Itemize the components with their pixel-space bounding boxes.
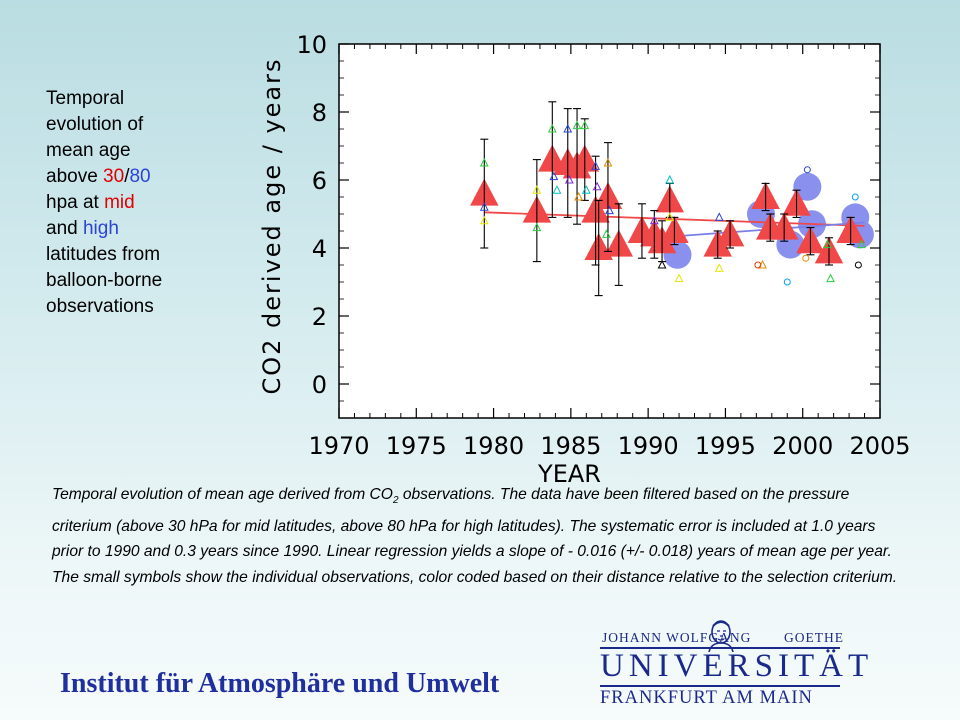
y-tick-label: 10 bbox=[296, 31, 327, 59]
high-lat-circle bbox=[793, 172, 822, 201]
x-tick-label: 1985 bbox=[540, 432, 601, 460]
observation-small-triangle bbox=[532, 185, 542, 194]
side-line: above 30/80 bbox=[46, 164, 196, 190]
observation-small-triangle bbox=[580, 120, 590, 130]
side-description: Temporal evolution of mean age above 30/… bbox=[46, 86, 196, 320]
observation-small-triangle bbox=[532, 222, 542, 232]
observation-small-triangle bbox=[674, 273, 684, 283]
side-text-red: 30 bbox=[103, 166, 125, 187]
side-line: balloon-borne bbox=[46, 270, 163, 291]
age-chart: 1970 1975 1980 1985 1990 1995 2000 2005 0 2 4 6 8 10 Y… bbox=[258, 31, 911, 488]
y-tick-label: 8 bbox=[312, 99, 327, 127]
observation-small-triangle bbox=[479, 157, 489, 167]
logo-sub-text: FRANKFURT AM MAIN bbox=[600, 688, 813, 708]
observation-small-triangle bbox=[823, 239, 832, 249]
observation-small-circle bbox=[754, 261, 762, 269]
side-line: and high bbox=[46, 216, 196, 242]
observation-small-circle bbox=[851, 193, 859, 201]
observation-small-triangle bbox=[549, 171, 559, 181]
side-line: Temporal bbox=[46, 88, 125, 109]
y-tick-label: 6 bbox=[312, 167, 327, 195]
observation-small-circle bbox=[803, 166, 811, 174]
logo-top-right: GOETHE bbox=[784, 630, 844, 645]
observation-small-circle bbox=[802, 254, 810, 262]
logo-rule-top bbox=[600, 647, 840, 649]
logo-top-left: JOHANN WOLFGANG bbox=[602, 630, 752, 645]
caption-part: observations. The data have been filtere… bbox=[52, 486, 898, 586]
y-axis-label: CO2 derived age / years bbox=[258, 57, 286, 394]
observation-small-triangle bbox=[665, 212, 675, 221]
side-text-blue: 80 bbox=[129, 166, 151, 187]
logo-main-text: UNIVERSITÄT bbox=[600, 648, 874, 684]
side-line: observations bbox=[46, 296, 154, 317]
observation-small-triangle bbox=[601, 229, 611, 238]
side-line: evolution of bbox=[46, 114, 144, 135]
x-tick-label: 1980 bbox=[463, 432, 524, 460]
side-text-part: / bbox=[124, 166, 130, 187]
side-text-part: hpa at bbox=[46, 192, 105, 213]
observation-small-triangle bbox=[591, 161, 601, 170]
side-text-red: mid bbox=[104, 192, 135, 213]
university-logo: JOHANN WOLFGANG GOETHE UNIVERSITÄT FRANK… bbox=[596, 618, 874, 714]
institute-name: Institut für Atmosphäre und Umwelt bbox=[60, 668, 500, 699]
side-line: hpa at mid bbox=[46, 190, 196, 216]
y-tick-label: 2 bbox=[312, 303, 327, 331]
observation-small-circle bbox=[783, 278, 791, 286]
observation-small-triangle bbox=[665, 174, 675, 184]
x-tick-label: 1990 bbox=[618, 432, 679, 460]
observation-small-triangle bbox=[592, 181, 602, 191]
observation-small-triangle bbox=[714, 263, 724, 272]
observation-small-triangle bbox=[657, 259, 667, 269]
x-tick-label: 1975 bbox=[386, 432, 447, 460]
side-line: latitudes from bbox=[46, 244, 161, 265]
caption-part: Temporal evolution of mean age derived f… bbox=[52, 486, 393, 503]
observation-small-triangle bbox=[714, 212, 724, 221]
observation-small-triangle bbox=[563, 123, 573, 133]
observation-small-triangle bbox=[605, 205, 614, 215]
observation-small-triangle bbox=[564, 174, 574, 184]
observation-small-triangle bbox=[479, 202, 489, 211]
logo-rule-bottom bbox=[600, 685, 840, 687]
observation-small-triangle bbox=[552, 185, 562, 194]
observation-small-triangle bbox=[581, 185, 591, 194]
y-tick-label: 4 bbox=[312, 235, 327, 263]
y-tick-label: 0 bbox=[312, 371, 327, 399]
side-text-part: and bbox=[46, 218, 83, 239]
caption-subscript: 2 bbox=[392, 495, 399, 507]
observation-small-circle bbox=[854, 261, 862, 269]
x-axis-label: YEAR bbox=[537, 460, 601, 488]
observation-small-triangle bbox=[574, 191, 584, 201]
observation-small-triangle bbox=[479, 215, 489, 225]
observation-small-triangle bbox=[572, 120, 582, 130]
observation-small-triangle bbox=[603, 157, 613, 167]
plot-frame bbox=[338, 43, 881, 419]
observation-small-triangle bbox=[649, 215, 659, 225]
side-text-blue: high bbox=[82, 218, 119, 239]
x-tick-label: 1970 bbox=[308, 432, 369, 460]
side-text-part: above bbox=[46, 166, 104, 187]
figure-caption: Temporal evolution of mean age derived f… bbox=[52, 482, 902, 590]
observation-small-triangle bbox=[826, 273, 835, 283]
observation-small-triangle bbox=[857, 239, 866, 249]
side-line: mean age bbox=[46, 140, 131, 161]
x-tick-label: 2005 bbox=[849, 432, 910, 460]
x-tick-label: 1995 bbox=[695, 432, 756, 460]
observation-small-triangle bbox=[547, 123, 557, 133]
x-tick-label: 2000 bbox=[772, 432, 833, 460]
